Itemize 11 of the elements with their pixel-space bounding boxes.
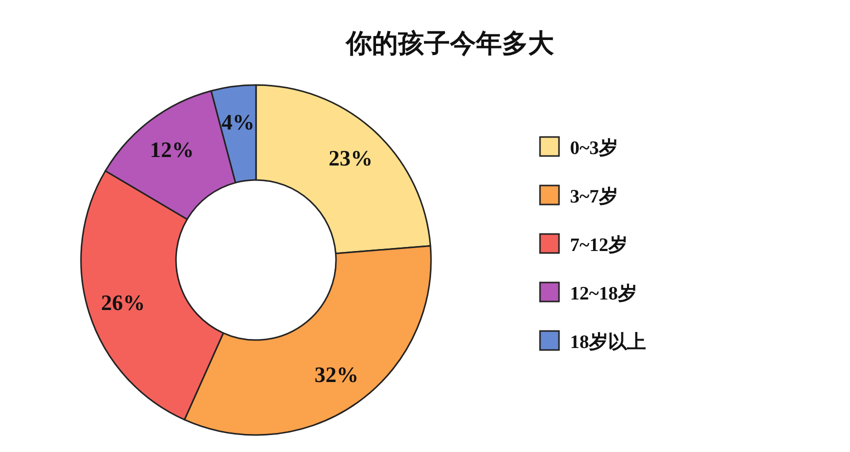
legend-label: 18岁以上 xyxy=(570,331,646,353)
data-label: 4% xyxy=(221,110,254,135)
data-label: 12% xyxy=(150,136,194,162)
data-label: 32% xyxy=(314,362,359,387)
legend-label: 0~3岁 xyxy=(570,138,618,159)
legend-label: 12~18岁 xyxy=(570,284,637,304)
legend-label: 3~7岁 xyxy=(570,186,618,208)
data-label: 23% xyxy=(328,145,373,170)
legend-label: 7~12岁 xyxy=(570,235,628,256)
chart-title: 你的孩子今年多大 xyxy=(345,29,555,58)
data-label: 26% xyxy=(101,290,146,316)
